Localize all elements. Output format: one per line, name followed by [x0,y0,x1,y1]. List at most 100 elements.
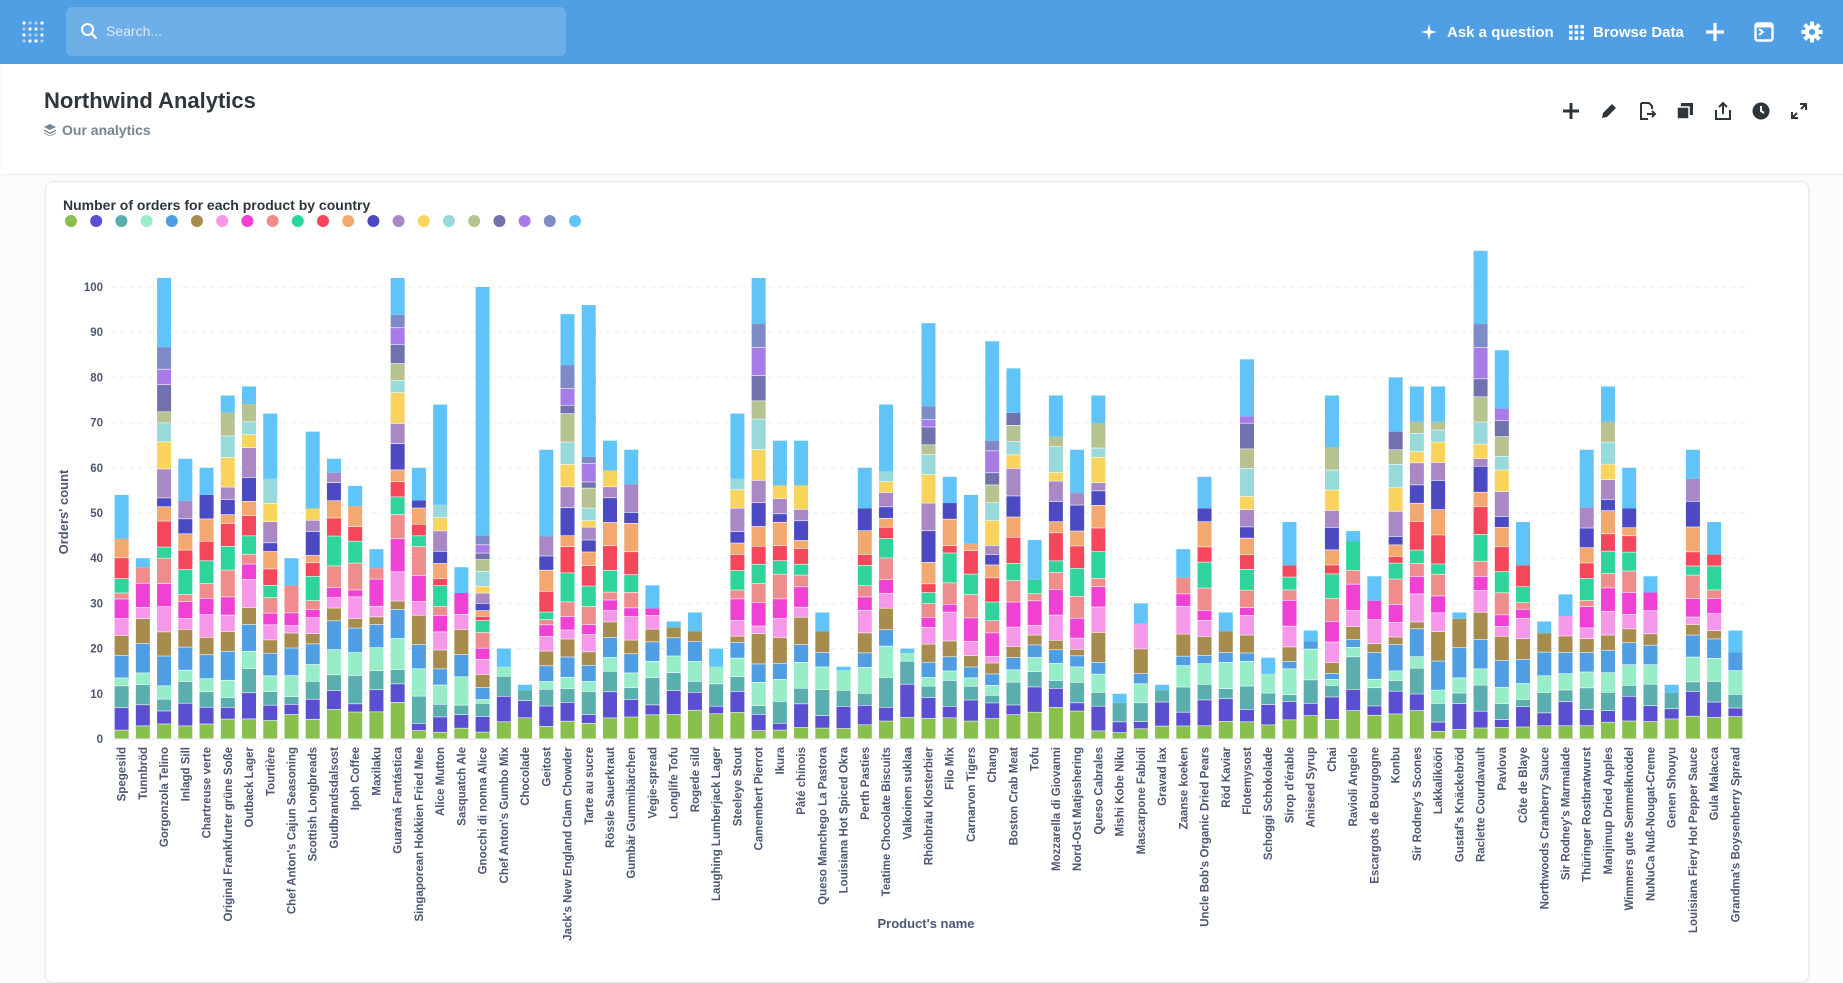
bar-segment [772,730,787,739]
metabase-logo-icon[interactable] [21,20,47,46]
add-card-icon[interactable] [1560,99,1582,123]
bar-segment [1622,552,1637,571]
fullscreen-icon[interactable] [1788,99,1810,123]
bar-segment [411,669,426,696]
bar-segment [157,607,172,632]
bar-segment [687,631,702,642]
bar-segment [857,693,872,706]
settings-gear-icon[interactable] [1801,21,1823,43]
bar-segment [730,543,745,555]
bar-segment [602,718,617,739]
duplicate-icon[interactable] [1674,99,1696,123]
bar-segment [1197,636,1212,656]
collection-breadcrumb[interactable]: Our analytics [44,122,151,138]
x-tick-label: Spegesild [117,747,129,801]
bar-segment [1494,727,1509,739]
bar-segment [1197,700,1212,726]
bar-segment [178,534,193,550]
bar-segment-top [518,684,533,691]
search-input[interactable]: Search... [106,23,163,39]
bar-segment [1707,598,1722,614]
ask-question-button[interactable]: Ask a question [1420,0,1554,64]
legend-dot [468,215,481,227]
bar-segment [1643,611,1658,634]
bar-segment [1643,684,1658,706]
bar-segment [1622,536,1637,552]
bar-segment [1707,681,1722,702]
bar-segment [1027,687,1042,712]
bar-segment [1240,509,1255,527]
card-title[interactable]: Number of orders for each product by cou… [63,197,371,213]
x-tick-label: Vegie-spread [647,747,659,819]
bar-segment [390,482,405,497]
edit-pencil-icon[interactable] [1598,99,1620,123]
bar-segment [242,607,257,625]
bar-segment [900,717,915,739]
x-tick-label: Singaporean Hokkien Fried Mee [414,747,426,921]
bar-segment [454,654,469,677]
bar-segment [879,507,894,518]
x-tick-label: Ipoh Coffee [350,747,362,810]
add-plus-icon[interactable] [1705,22,1725,42]
bar-segment [1006,517,1021,537]
share-upload-icon[interactable] [1712,99,1734,123]
bar-segment [1091,662,1106,674]
bar-segment [581,456,596,464]
bar-segment [348,675,363,704]
bar-segment [411,500,426,508]
bar-segment [114,578,129,593]
bar-segment [1346,570,1361,584]
bar-segment [369,579,384,606]
bar-segment [1388,563,1403,579]
history-clock-icon[interactable] [1750,99,1772,123]
legend-dot [317,215,329,227]
bar-segment [730,570,745,590]
bar-segment [433,578,448,586]
bar-segment [1070,638,1085,649]
bar-segment [114,730,129,739]
bar-segment-top [687,612,702,632]
browse-data-button[interactable]: Browse Data [1569,0,1684,64]
bar-segment [1070,667,1085,683]
sql-editor-icon[interactable] [1754,22,1774,42]
bar-segment [751,480,766,503]
bar-segment [1346,647,1361,657]
bar-segment [942,680,957,707]
bar-segment [1346,657,1361,690]
bar-segment [942,671,957,681]
bar-segment [985,451,1000,473]
bar-segment [1388,556,1403,563]
bar-segment [242,579,257,608]
bar-segment [326,472,341,483]
bar-segment [433,517,448,531]
bar-segment [178,647,193,670]
bar-segment [921,644,936,662]
bar-segment [263,720,278,739]
x-tick-label: Carnarvon Tigers [966,747,978,842]
move-dashboard-icon[interactable] [1636,99,1658,123]
question-card[interactable]: Number of orders for each product by cou… [45,181,1809,983]
bar-segment [1197,522,1212,547]
bar-segment [157,711,172,724]
bar-segment [794,727,809,739]
bar-segment-top [114,494,129,539]
bar-segment [1048,680,1063,688]
bar-segment [1091,706,1106,731]
bar-segment [1176,634,1191,656]
dashboard-title[interactable]: Northwind Analytics [44,88,256,113]
bar-segment [985,565,1000,578]
bar-segment [411,508,426,524]
x-tick-label: Mascarpone Fabioli [1136,747,1148,854]
bar-segment [857,531,872,555]
search-bar[interactable]: Search... [66,7,566,56]
bar-segment [326,566,341,588]
bar-segment [475,559,490,571]
bar-segment [263,551,278,569]
bar-segment [475,616,490,621]
bar-segment [602,522,617,546]
bar-segment [1091,491,1106,506]
bar-segment [539,636,554,651]
bar-segment [1367,652,1382,679]
bar-segment [1388,671,1403,681]
bar-segment [1367,688,1382,706]
